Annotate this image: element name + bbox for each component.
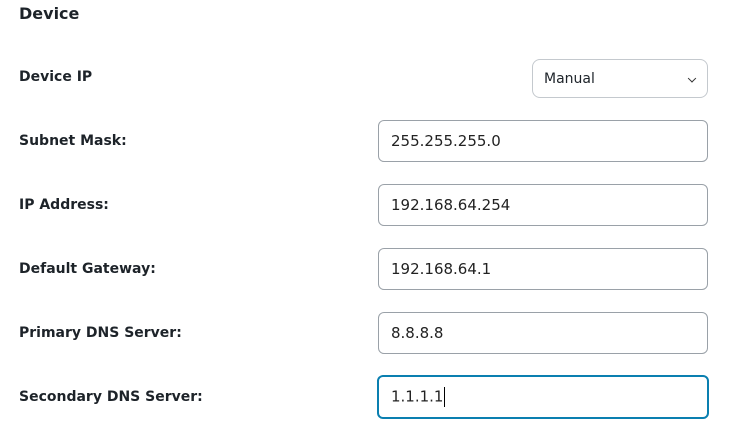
default-gateway-label: Default Gateway: xyxy=(19,261,156,277)
device-ip-select[interactable]: Manual xyxy=(532,59,708,98)
subnet-mask-input[interactable]: 255.255.255.0 xyxy=(378,120,708,162)
device-ip-selected: Manual xyxy=(544,70,595,87)
ip-address-label: IP Address: xyxy=(19,197,109,213)
chevron-down-icon xyxy=(687,73,697,83)
subnet-mask-label: Subnet Mask: xyxy=(19,133,127,149)
text-caret xyxy=(444,387,446,407)
device-ip-label: Device IP xyxy=(19,69,93,85)
ip-address-input[interactable]: 192.168.64.254 xyxy=(378,184,708,226)
default-gateway-value: 192.168.64.1 xyxy=(391,260,492,278)
subnet-mask-value: 255.255.255.0 xyxy=(391,132,501,150)
secondary-dns-label: Secondary DNS Server: xyxy=(19,389,203,405)
secondary-dns-value: 1.1.1.1 xyxy=(391,387,446,407)
secondary-dns-text: 1.1.1.1 xyxy=(391,387,444,406)
secondary-dns-input[interactable]: 1.1.1.1 xyxy=(377,375,709,419)
primary-dns-value: 8.8.8.8 xyxy=(391,324,444,342)
section-title: Device xyxy=(19,4,80,23)
primary-dns-input[interactable]: 8.8.8.8 xyxy=(378,312,708,354)
primary-dns-label: Primary DNS Server: xyxy=(19,325,182,341)
ip-address-value: 192.168.64.254 xyxy=(391,196,511,214)
default-gateway-input[interactable]: 192.168.64.1 xyxy=(378,248,708,290)
